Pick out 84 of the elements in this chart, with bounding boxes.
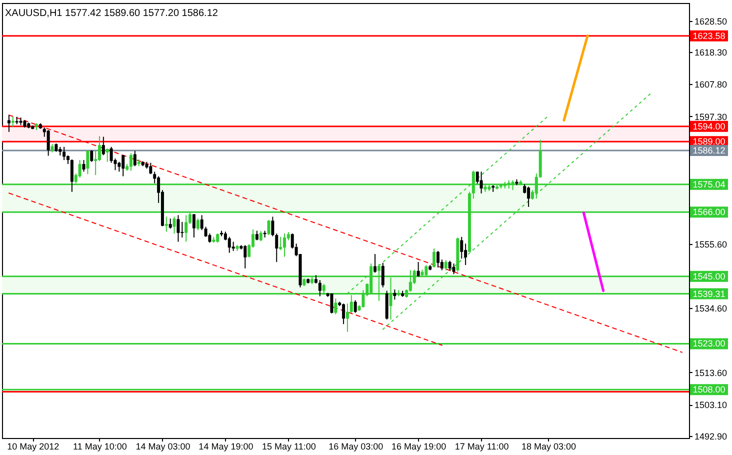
candlestick	[232, 241, 235, 252]
ref-line-label: 1545.00	[692, 271, 726, 282]
ref-line-label: 1508.00	[692, 384, 726, 395]
ref-line-label: 1539.31	[692, 288, 726, 299]
candlestick	[149, 162, 152, 175]
x-tick-label: 14 May 19:00	[198, 442, 254, 452]
candlestick	[476, 171, 479, 184]
candlestick	[7, 114, 10, 132]
x-tick-label: 16 May 19:00	[392, 442, 446, 452]
candlestick	[381, 262, 384, 288]
ref-line-label: 1586.12	[692, 145, 726, 156]
candlestick	[346, 303, 349, 332]
candlestick	[444, 260, 448, 271]
candlestick	[318, 280, 322, 297]
candlestick	[176, 214, 180, 242]
candlestick	[133, 150, 136, 167]
candlestick	[279, 236, 282, 251]
candlestick	[416, 261, 420, 278]
candlestick	[282, 233, 286, 258]
candlestick	[62, 146, 66, 161]
x-tick-label: 16 May 03:00	[328, 442, 384, 452]
candlestick	[334, 298, 338, 315]
candlestick	[342, 303, 346, 325]
y-tick-label: 1607.80	[694, 80, 728, 90]
y-tick-label: 1534.60	[694, 304, 728, 314]
candlestick	[259, 230, 262, 242]
candlestick	[172, 216, 176, 234]
candlestick	[168, 218, 172, 230]
candlestick	[393, 289, 396, 300]
candlestick	[184, 214, 188, 242]
candlestick	[164, 216, 168, 232]
text: XAUUSD,H1 1577.42 1589.60 1577.20 1586.12	[5, 8, 218, 19]
candlestick	[102, 136, 105, 156]
x-tick-label: 10 May 2012	[7, 442, 60, 452]
ref-line-label: 1623.58	[692, 30, 726, 41]
y-tick-label: 1492.90	[694, 431, 728, 442]
y-tick-label: 1555.60	[694, 239, 728, 250]
candlestick	[432, 248, 436, 268]
x-tick-label: 15 May 11:00	[262, 442, 316, 452]
x-tick-label: 11 May 10:00	[73, 442, 127, 452]
candlestick	[122, 154, 125, 177]
candlestick	[275, 233, 278, 262]
ref-line-label: 1575.04	[692, 179, 726, 190]
y-tick-label: 1513.60	[694, 368, 728, 378]
candlestick	[267, 220, 270, 236]
candlestick	[244, 244, 247, 269]
candlestick	[448, 260, 452, 271]
candlestick	[216, 233, 220, 244]
candlestick	[255, 230, 258, 241]
candlestick	[180, 221, 184, 238]
candlestick	[70, 158, 74, 192]
candlestick	[271, 216, 274, 237]
candlestick	[106, 148, 109, 162]
candlestick	[192, 214, 196, 238]
candlestick	[82, 160, 86, 172]
candlestick	[436, 250, 440, 268]
candlestick	[200, 214, 204, 231]
y-tick-label: 1597.30	[694, 112, 728, 122]
ref-line-label: 1566.00	[692, 207, 726, 218]
candlestick	[480, 171, 483, 194]
ref-line-label: 1523.00	[692, 338, 726, 349]
candlestick	[78, 160, 82, 178]
ref-line-label: 1594.00	[692, 121, 726, 132]
candlestick	[460, 236, 464, 260]
x-tick-label: 14 May 03:00	[136, 442, 190, 452]
candlestick	[46, 130, 50, 156]
candlestick	[527, 186, 530, 208]
candlestick	[129, 152, 132, 172]
candlestick	[196, 218, 200, 231]
x-tick-label: 18 May 03:00	[521, 442, 576, 452]
candlestick	[228, 236, 231, 254]
candlestick	[354, 300, 357, 314]
y-tick-label: 1628.50	[694, 16, 728, 26]
y-tick-label: 1503.10	[694, 400, 728, 410]
candlestick	[330, 293, 334, 314]
candlestick	[86, 150, 90, 175]
candlestick	[374, 254, 377, 274]
ref-line-label: 1589.00	[692, 136, 726, 147]
candlestick	[452, 263, 456, 275]
candlestick	[464, 243, 468, 266]
y-tick-label: 1618.30	[694, 47, 728, 58]
candlestick	[90, 150, 94, 162]
x-tick-label: 17 May 11:00	[454, 442, 509, 452]
candlestick	[98, 136, 101, 162]
